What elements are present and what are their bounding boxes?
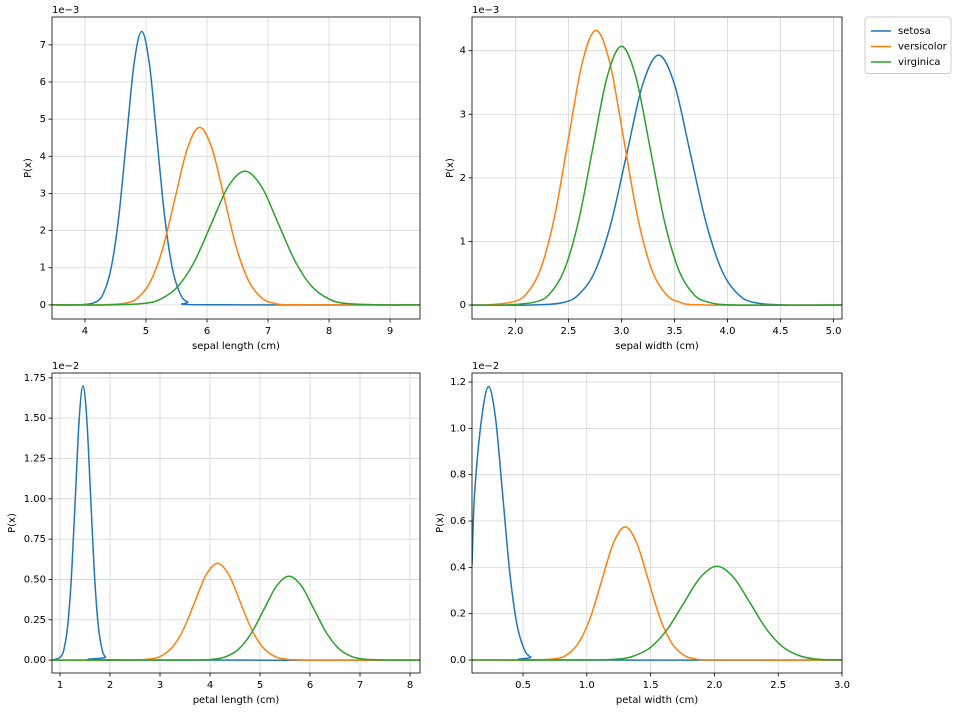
- axes: 1 2 3 4 5 6 7 8 0.00 0.25 0.50 0.75 1.00 1.25 1.50 1.75…: [7, 361, 421, 706]
- x-tick-label: 0.5: [515, 680, 531, 691]
- x-tick-label: 3.0: [834, 680, 850, 691]
- x-tick-label: 2.0: [706, 680, 722, 691]
- density-curve: [52, 385, 420, 661]
- x-tick-label: 7: [357, 680, 363, 691]
- y-tick-label: 0.00: [24, 655, 46, 666]
- axes: 4 5 6 7 8 9 0 1 2 3 4 5 6 7 1e−3 sepal length (cm) P(x): [23, 5, 421, 352]
- x-tick-label: 4: [82, 326, 88, 337]
- legend-label: setosa: [898, 26, 931, 37]
- axes-frame: [471, 16, 843, 320]
- y-tick-label: 0: [460, 300, 466, 311]
- y-tick-label: 2: [40, 226, 46, 237]
- density-curve: [52, 30, 420, 306]
- x-tick-label: 6: [204, 326, 210, 337]
- y-tick-label: 1: [40, 263, 46, 274]
- x-tick-label: 5: [257, 680, 263, 691]
- legend-label: versicolor: [898, 42, 948, 53]
- y-tick-label: 0.4: [450, 562, 466, 573]
- x-tick-label: 1: [57, 680, 63, 691]
- x-tick-label: 4.0: [720, 326, 736, 337]
- x-tick-label: 8: [407, 680, 413, 691]
- y-tick-label: 1.0: [450, 423, 466, 434]
- y-tick-label: 0.2: [450, 609, 466, 620]
- x-tick-label: 8: [326, 326, 332, 337]
- x-tick-label: 4.5: [773, 326, 789, 337]
- x-tick-label: 1.5: [643, 680, 659, 691]
- y-tick-label: 1: [460, 236, 466, 247]
- offset-text: 1e−3: [52, 5, 79, 16]
- x-tick-label: 2.0: [508, 326, 524, 337]
- offset-text: 1e−3: [472, 5, 499, 16]
- y-tick-label: 4: [40, 151, 46, 162]
- x-axis-label: sepal length (cm): [192, 341, 280, 352]
- y-tick-label: 3: [40, 188, 46, 199]
- x-tick-label: 9: [387, 326, 393, 337]
- y-tick-label: 0.50: [24, 574, 46, 585]
- density-curve: [472, 29, 842, 306]
- y-tick-label: 7: [40, 40, 46, 51]
- density-curve: [472, 565, 842, 661]
- y-tick-label: 2: [460, 173, 466, 184]
- density-curve: [472, 385, 842, 661]
- x-axis-label: petal width (cm): [616, 695, 698, 706]
- y-tick-label: 0: [40, 300, 46, 311]
- y-tick-label: 4: [460, 46, 466, 57]
- legend-label: virginica: [898, 57, 941, 68]
- y-axis-label: P(x): [435, 513, 446, 533]
- x-tick-label: 6: [307, 680, 313, 691]
- density-curve: [52, 575, 420, 661]
- x-tick-label: 3: [157, 680, 163, 691]
- y-tick-label: 0.0: [450, 655, 466, 666]
- y-tick-label: 1.00: [24, 494, 46, 505]
- x-axis-label: petal length (cm): [193, 695, 280, 706]
- x-tick-label: 7: [265, 326, 271, 337]
- y-tick-label: 0.8: [450, 470, 466, 481]
- y-tick-label: 0.25: [24, 615, 46, 626]
- axes-frame: [51, 16, 421, 320]
- y-tick-label: 3: [460, 109, 466, 120]
- x-tick-label: 2: [107, 680, 113, 691]
- y-tick-label: 5: [40, 114, 46, 125]
- density-curve: [472, 45, 842, 306]
- x-tick-label: 5: [143, 326, 149, 337]
- x-tick-label: 4: [207, 680, 213, 691]
- density-curve: [52, 562, 420, 661]
- axes-frame: [471, 372, 843, 674]
- axes-frame: [51, 372, 421, 674]
- y-tick-label: 6: [40, 77, 46, 88]
- y-tick-label: 1.2: [450, 377, 466, 388]
- offset-text: 1e−2: [52, 361, 79, 372]
- y-tick-label: 0.75: [24, 534, 46, 545]
- y-axis-label: P(x): [23, 158, 34, 178]
- offset-text: 1e−2: [472, 361, 499, 372]
- y-tick-label: 0.6: [450, 516, 466, 527]
- y-tick-label: 1.25: [24, 453, 46, 464]
- axes: 0.5 1.0 1.5 2.0 2.5 3.0 0.0 0.2 0.4 0.6 0.8 1.0 1.2 1…: [435, 361, 850, 706]
- legend: setosa versicolor virginica: [864, 16, 952, 74]
- y-axis-label: P(x): [7, 513, 18, 533]
- x-axis-label: sepal width (cm): [615, 341, 699, 352]
- x-tick-label: 5.0: [826, 326, 842, 337]
- x-tick-label: 3.0: [614, 326, 630, 337]
- axes: 2.0 2.5 3.0 3.5 4.0 4.5 5.0 0 1 2 3 4 1e−3 sepal widt…: [445, 5, 843, 352]
- density-curve: [52, 126, 420, 306]
- y-tick-label: 1.75: [24, 373, 46, 384]
- density-curve: [52, 170, 420, 306]
- x-tick-label: 2.5: [561, 326, 577, 337]
- y-tick-label: 1.50: [24, 413, 46, 424]
- x-tick-label: 2.5: [770, 680, 786, 691]
- x-tick-label: 3.5: [667, 326, 683, 337]
- density-curve: [472, 54, 842, 306]
- x-tick-label: 1.0: [579, 680, 595, 691]
- y-axis-label: P(x): [445, 158, 456, 178]
- density-curve: [472, 526, 842, 661]
